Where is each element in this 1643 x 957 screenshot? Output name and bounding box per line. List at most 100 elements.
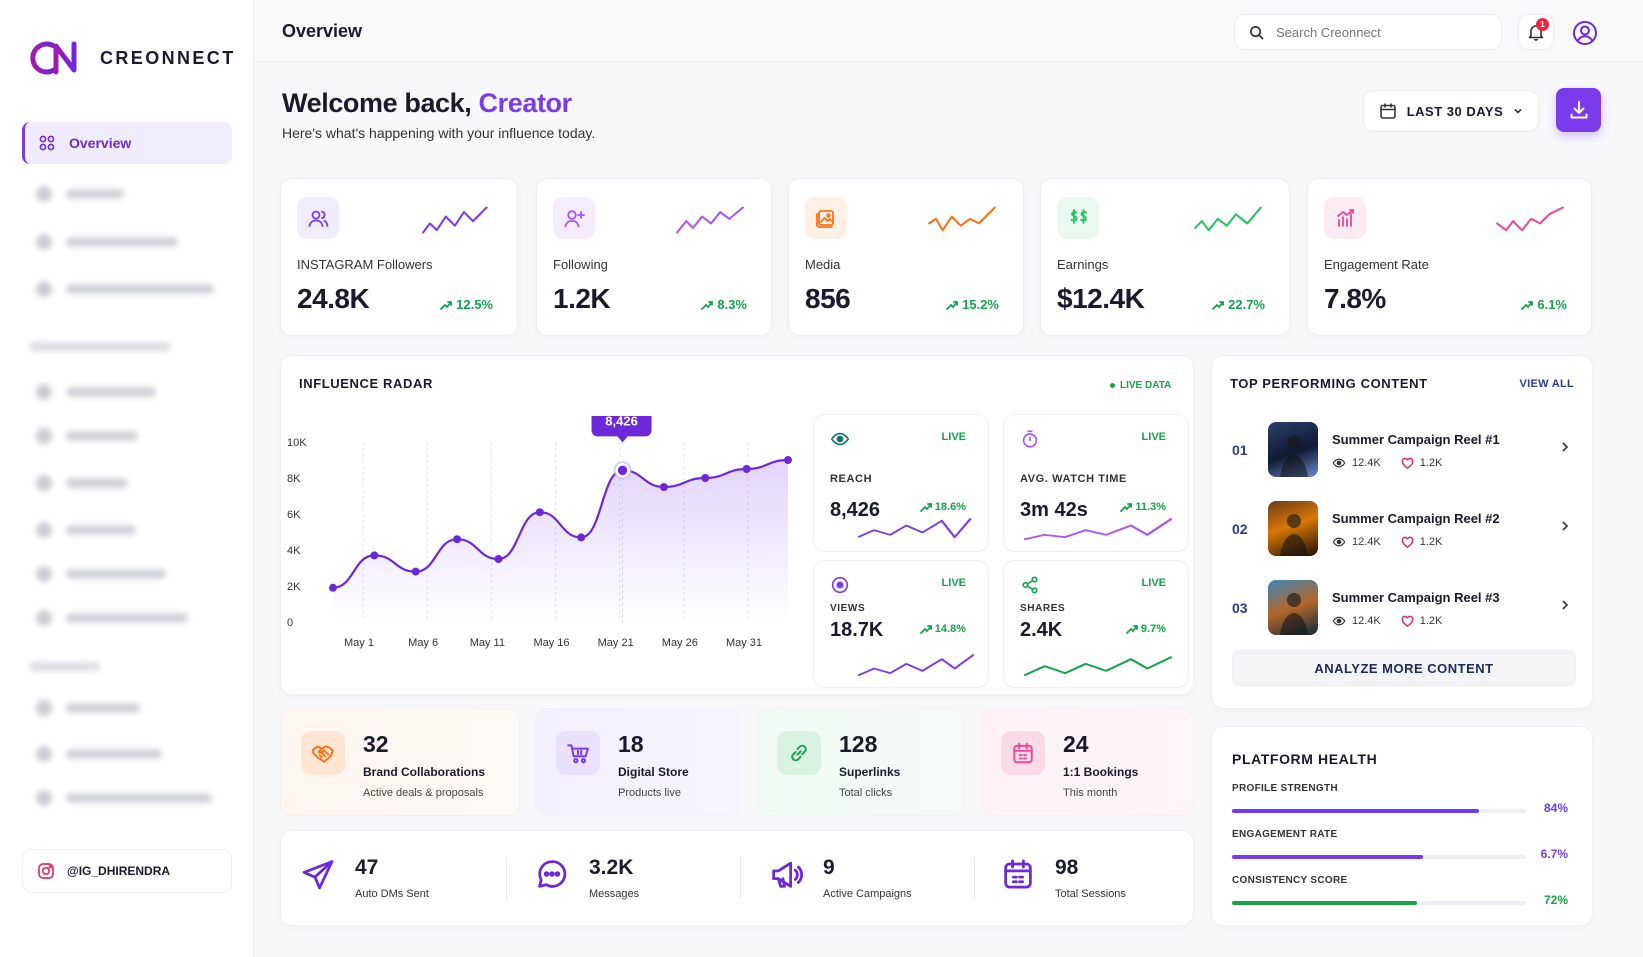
mini-live-tag: LIVE bbox=[941, 431, 966, 443]
x-tick-label: May 26 bbox=[662, 637, 698, 649]
top-content-item[interactable]: 03 Summer Campaign Reel #3 12.4K 1.2K bbox=[1232, 578, 1572, 636]
sidebar-item-blurred[interactable] bbox=[36, 566, 166, 582]
instagram-icon bbox=[38, 863, 54, 879]
date-range-dropdown[interactable]: LAST 30 DAYS bbox=[1363, 90, 1539, 132]
data-point[interactable] bbox=[494, 555, 503, 563]
data-point[interactable] bbox=[411, 567, 420, 576]
sidebar-item-blurred[interactable] bbox=[36, 700, 140, 716]
feature-card[interactable]: 32 Brand Collaborations Active deals & p… bbox=[280, 708, 520, 816]
activity-value: 47 bbox=[355, 856, 379, 879]
sidebar-item-blurred[interactable] bbox=[36, 384, 156, 400]
health-progress-track bbox=[1232, 809, 1526, 813]
mini-metric-icon bbox=[830, 575, 850, 600]
sidebar-item-overview[interactable]: Overview bbox=[22, 122, 232, 164]
profile-button[interactable] bbox=[1570, 18, 1600, 48]
data-point[interactable] bbox=[784, 456, 792, 464]
timer-icon bbox=[1022, 430, 1038, 448]
data-point[interactable] bbox=[535, 508, 544, 517]
notifications-button[interactable]: 1 bbox=[1518, 14, 1554, 50]
radar-chart[interactable]: 10K 8K 6K 4K 2K 0 May 1 May 6 May 11 May 16 May 21… bbox=[283, 404, 803, 694]
content-likes: 1.2K bbox=[1419, 615, 1443, 627]
highlight-point[interactable] bbox=[615, 463, 630, 478]
activity-metric[interactable]: 47 Auto DMs Sent bbox=[281, 831, 507, 925]
chevron-right-icon[interactable] bbox=[1558, 440, 1572, 454]
welcome-name: Creator bbox=[478, 88, 573, 118]
stat-sparkline bbox=[422, 206, 488, 234]
sidebar-item-blurred[interactable] bbox=[36, 522, 136, 538]
logo[interactable]: CREONNECT bbox=[30, 38, 236, 78]
sidebar-item-blurred[interactable] bbox=[36, 186, 124, 202]
y-tick-label: 10K bbox=[287, 437, 307, 449]
search-box[interactable] bbox=[1234, 14, 1502, 50]
data-point[interactable] bbox=[453, 535, 462, 544]
feature-card[interactable]: 128 Superlinks Total clicks bbox=[756, 708, 964, 816]
data-point[interactable] bbox=[701, 474, 710, 482]
top-content-item[interactable]: 02 Summer Campaign Reel #2 12.4K 1.2K bbox=[1232, 499, 1572, 557]
sidebar-item-blurred[interactable] bbox=[36, 281, 214, 297]
stat-change-value: 22.7% bbox=[1228, 297, 1265, 312]
top-content-item[interactable]: 01 Summer Campaign Reel #1 12.4K 1.2K bbox=[1232, 420, 1572, 478]
stat-icon-box bbox=[805, 197, 847, 239]
content-likes: 1.2K bbox=[1419, 457, 1443, 469]
top-bar: Overview 1 bbox=[254, 0, 1643, 62]
activity-metric[interactable]: 98 Total Sessions bbox=[981, 831, 1191, 925]
stat-card[interactable]: Media 856 15.2% bbox=[788, 178, 1024, 336]
chevron-right-icon[interactable] bbox=[1558, 519, 1572, 533]
mini-metric-card[interactable]: LIVE VIEWS 18.7K 14.8% bbox=[813, 560, 989, 688]
mini-metric-card[interactable]: LIVE REACH 8,426 18.6% bbox=[813, 414, 989, 552]
mini-metric-change: 9.7% bbox=[1126, 623, 1166, 635]
sidebar-item-blurred[interactable] bbox=[36, 234, 178, 250]
sidebar-item-blurred[interactable] bbox=[36, 475, 128, 491]
data-point[interactable] bbox=[659, 483, 668, 491]
data-point[interactable] bbox=[742, 465, 751, 473]
mini-change-value: 11.3% bbox=[1135, 501, 1166, 513]
feature-card[interactable]: 24 1:1 Bookings This month bbox=[980, 708, 1194, 816]
handshake-icon bbox=[312, 745, 334, 763]
search-input[interactable] bbox=[1276, 24, 1476, 40]
health-label: CONSISTENCY SCORE bbox=[1232, 875, 1348, 886]
mini-sparkline bbox=[858, 653, 974, 677]
chevron-right-icon[interactable] bbox=[1558, 598, 1572, 612]
mini-metric-card[interactable]: LIVE SHARES 2.4K 9.7% bbox=[1003, 560, 1189, 688]
stat-change-value: 8.3% bbox=[717, 297, 747, 312]
content-meta: 12.4K 1.2K bbox=[1332, 456, 1442, 470]
activity-metric[interactable]: 9 Active Campaigns bbox=[749, 831, 975, 925]
activity-label: Total Sessions bbox=[1055, 888, 1126, 900]
data-point[interactable] bbox=[577, 533, 586, 542]
sidebar-item-blurred[interactable] bbox=[36, 428, 138, 444]
sidebar-item-blurred[interactable] bbox=[36, 610, 188, 626]
activity-metric[interactable]: 3.2K Messages bbox=[515, 831, 741, 925]
stat-card[interactable]: Following 1.2K 8.3% bbox=[536, 178, 772, 336]
feature-card[interactable]: 18 Digital Store Products live bbox=[535, 708, 740, 816]
user-plus-icon bbox=[564, 210, 585, 228]
eye-icon bbox=[1332, 458, 1346, 468]
notification-badge: 1 bbox=[1536, 18, 1549, 31]
divider bbox=[740, 857, 741, 899]
eye-icon bbox=[831, 432, 849, 446]
feature-subtitle: Active deals & proposals bbox=[363, 787, 484, 799]
stat-value: $12.4K bbox=[1057, 283, 1145, 314]
calendar-icon bbox=[1379, 103, 1396, 119]
analyze-more-button[interactable]: ANALYZE MORE CONTENT bbox=[1232, 650, 1576, 686]
mini-change-value: 14.8% bbox=[934, 623, 966, 635]
stat-card[interactable]: Engagement Rate 7.8% 6.1% bbox=[1307, 178, 1592, 336]
data-point[interactable] bbox=[329, 583, 337, 592]
sidebar-item-blurred[interactable] bbox=[36, 746, 162, 762]
health-label: ENGAGEMENT RATE bbox=[1232, 829, 1338, 840]
download-button[interactable] bbox=[1556, 88, 1601, 132]
megaphone-icon bbox=[772, 861, 803, 888]
data-point[interactable] bbox=[370, 551, 379, 560]
stat-value: 1.2K bbox=[553, 283, 611, 314]
account-pill[interactable]: @IG_DHIRENDRA bbox=[22, 849, 232, 893]
health-metric: CONSISTENCY SCORE 72% bbox=[1232, 875, 1568, 907]
view-all-link[interactable]: VIEW ALL bbox=[1519, 378, 1574, 390]
content-views: 12.4K bbox=[1352, 457, 1381, 469]
mini-metric-card[interactable]: LIVE AVG. WATCH TIME 3m 42s 11.3% bbox=[1003, 414, 1189, 552]
sidebar-item-blurred[interactable] bbox=[36, 790, 212, 806]
activity-label: Messages bbox=[589, 888, 640, 900]
y-tick-label: 4K bbox=[287, 545, 301, 557]
stat-card[interactable]: Earnings $12.4K 22.7% bbox=[1040, 178, 1290, 336]
stat-card[interactable]: INSTAGRAM Followers 24.8K 12.5% bbox=[280, 178, 518, 336]
content-meta: 12.4K 1.2K bbox=[1332, 614, 1442, 628]
sidebar-item-label: Overview bbox=[69, 135, 132, 151]
